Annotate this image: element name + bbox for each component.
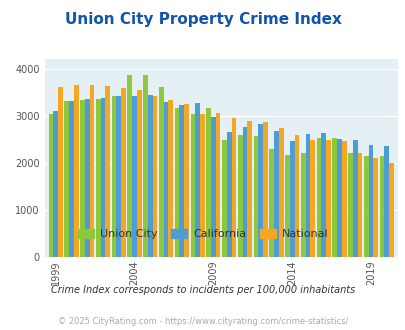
Bar <box>226 132 231 257</box>
Bar <box>269 149 273 257</box>
Bar <box>321 133 325 257</box>
Bar <box>53 111 58 257</box>
Bar <box>80 100 85 257</box>
Bar <box>147 95 152 257</box>
Bar <box>195 103 200 257</box>
Text: Crime Index corresponds to incidents per 100,000 inhabitants: Crime Index corresponds to incidents per… <box>51 285 354 295</box>
Bar <box>127 76 132 257</box>
Bar <box>85 99 90 257</box>
Legend: Union City, California, National: Union City, California, National <box>73 224 332 244</box>
Bar <box>262 122 267 257</box>
Bar <box>363 156 368 257</box>
Bar <box>136 90 141 257</box>
Bar <box>174 109 179 257</box>
Bar <box>347 153 352 257</box>
Bar <box>368 145 373 257</box>
Bar <box>58 87 63 257</box>
Bar <box>237 135 242 257</box>
Bar <box>258 124 262 257</box>
Bar <box>111 96 116 257</box>
Bar <box>121 88 126 257</box>
Bar <box>116 96 121 257</box>
Bar <box>64 101 69 257</box>
Bar <box>211 117 215 257</box>
Bar <box>184 104 188 257</box>
Bar <box>305 134 309 257</box>
Bar <box>96 99 100 257</box>
Bar <box>90 85 94 257</box>
Bar <box>357 153 362 257</box>
Bar <box>231 118 236 257</box>
Bar <box>100 98 105 257</box>
Bar <box>215 113 220 257</box>
Bar <box>74 85 79 257</box>
Bar <box>384 146 388 257</box>
Bar <box>247 121 252 257</box>
Bar <box>152 96 157 257</box>
Bar <box>352 140 357 257</box>
Text: Union City Property Crime Index: Union City Property Crime Index <box>64 12 341 26</box>
Bar <box>143 75 147 257</box>
Bar <box>273 131 278 257</box>
Bar <box>300 153 305 257</box>
Bar <box>325 140 330 257</box>
Bar <box>289 141 294 257</box>
Bar <box>105 86 110 257</box>
Bar <box>336 139 341 257</box>
Bar <box>309 140 314 257</box>
Bar <box>341 142 346 257</box>
Bar <box>379 156 384 257</box>
Bar <box>168 100 173 257</box>
Bar <box>278 128 283 257</box>
Bar <box>163 102 168 257</box>
Bar <box>284 155 289 257</box>
Bar <box>373 158 377 257</box>
Bar <box>206 108 211 257</box>
Bar <box>200 114 204 257</box>
Bar <box>190 114 195 257</box>
Bar <box>253 136 258 257</box>
Bar <box>179 105 184 257</box>
Bar <box>222 140 226 257</box>
Bar <box>294 135 298 257</box>
Bar <box>316 138 321 257</box>
Bar <box>132 96 136 257</box>
Bar <box>49 114 53 257</box>
Bar <box>388 163 393 257</box>
Bar <box>159 87 163 257</box>
Bar <box>242 127 247 257</box>
Bar <box>332 138 336 257</box>
Text: © 2025 CityRating.com - https://www.cityrating.com/crime-statistics/: © 2025 CityRating.com - https://www.city… <box>58 317 347 326</box>
Bar <box>69 101 74 257</box>
